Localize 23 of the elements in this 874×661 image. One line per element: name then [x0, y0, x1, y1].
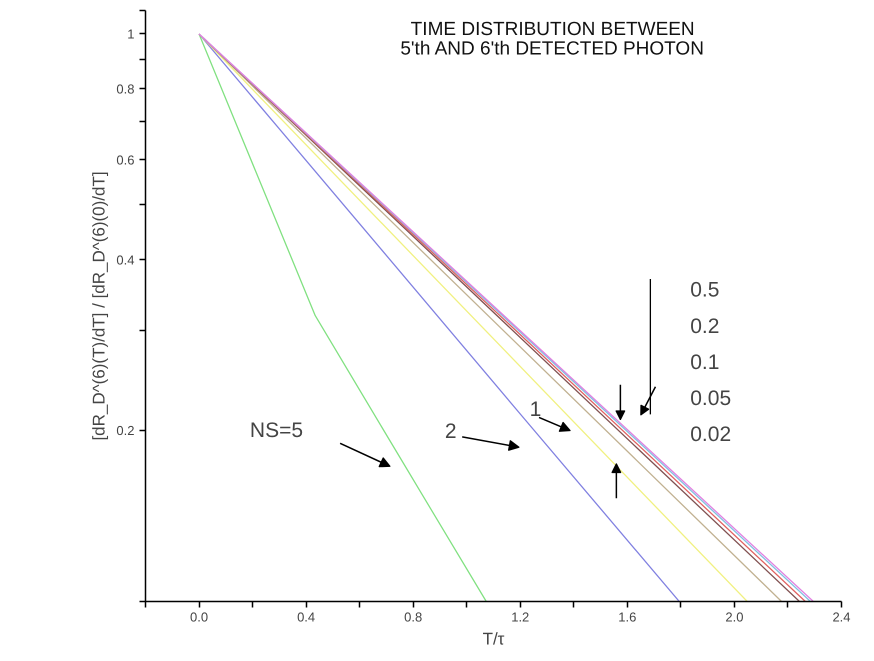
annotation: 0.2	[690, 314, 720, 338]
y-axis-title: [dR_D^(6)(T)/dT] / [dR_D^(6)(0)/dT]	[89, 171, 108, 441]
y-tick-label: 0.8	[116, 81, 135, 96]
x-tick-label: 0.0	[190, 610, 208, 624]
annotation: 0.02	[690, 422, 732, 446]
annotation: 0.5	[690, 278, 720, 302]
annotation: NS=5	[250, 419, 304, 442]
x-tick-label: 0.4	[297, 610, 316, 624]
x-tick-label: 0.8	[404, 610, 422, 624]
annotation: 1	[530, 398, 542, 421]
annotation: 0.05	[690, 386, 732, 410]
x-tick-label: 2.0	[725, 610, 744, 624]
x-tick-label: 2.4	[832, 610, 851, 624]
y-tick-label: 1	[127, 26, 135, 42]
y-tick-label: 0.4	[116, 252, 135, 268]
y-tick-label: 0.6	[116, 152, 135, 168]
annotation: 2	[444, 420, 457, 444]
x-axis-title: T/τ	[482, 630, 505, 648]
y-tick-label: 0.2	[116, 423, 135, 438]
x-tick-label: 1.6	[618, 610, 636, 624]
x-tick-label: 1.2	[511, 610, 530, 624]
text: TIME DISTRIBUTION BETWEEN 5'th AND 6'th DETECTED PHOTON	[400, 19, 704, 60]
annotation: 0.1	[690, 350, 720, 374]
